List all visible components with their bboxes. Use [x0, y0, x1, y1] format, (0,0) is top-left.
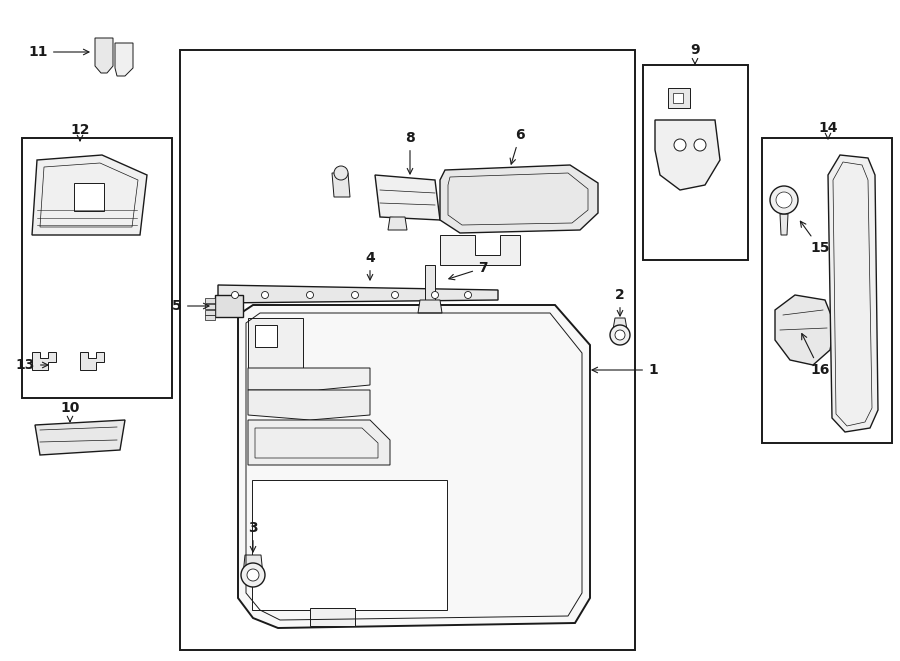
Text: 10: 10 — [60, 401, 80, 422]
Text: 2: 2 — [615, 288, 625, 316]
Bar — [252, 480, 447, 610]
Circle shape — [776, 192, 792, 208]
Polygon shape — [775, 295, 835, 365]
Polygon shape — [248, 390, 370, 420]
Circle shape — [262, 292, 268, 299]
Polygon shape — [35, 420, 125, 455]
Bar — [255, 325, 277, 347]
Bar — [74, 183, 104, 211]
Polygon shape — [205, 298, 215, 303]
Polygon shape — [238, 305, 590, 628]
Polygon shape — [375, 175, 440, 220]
Polygon shape — [243, 555, 263, 575]
Text: 4: 4 — [365, 251, 375, 280]
Polygon shape — [32, 155, 147, 235]
Text: 6: 6 — [510, 128, 525, 164]
Circle shape — [674, 139, 686, 151]
Polygon shape — [95, 38, 113, 73]
Circle shape — [307, 292, 313, 299]
Polygon shape — [655, 120, 720, 190]
Text: 8: 8 — [405, 131, 415, 174]
Text: 16: 16 — [802, 334, 830, 377]
Polygon shape — [248, 368, 370, 390]
Circle shape — [392, 292, 399, 299]
Bar — [310, 608, 355, 626]
Circle shape — [431, 292, 438, 299]
Bar — [248, 318, 303, 373]
Text: 1: 1 — [592, 363, 658, 377]
Bar — [22, 138, 172, 398]
Circle shape — [352, 292, 358, 299]
Text: 14: 14 — [818, 121, 838, 139]
Polygon shape — [80, 352, 104, 370]
Circle shape — [770, 186, 798, 214]
Text: 12: 12 — [70, 123, 90, 141]
Polygon shape — [215, 295, 243, 317]
Circle shape — [247, 569, 259, 581]
Text: 9: 9 — [690, 43, 700, 64]
Polygon shape — [205, 315, 215, 320]
Polygon shape — [32, 352, 56, 370]
Circle shape — [241, 563, 265, 587]
Bar — [762, 138, 892, 443]
Bar — [668, 88, 690, 108]
Circle shape — [610, 325, 630, 345]
Polygon shape — [440, 165, 598, 233]
Text: 3: 3 — [248, 521, 257, 552]
Circle shape — [231, 292, 239, 299]
Circle shape — [694, 139, 706, 151]
Bar — [643, 65, 748, 260]
Polygon shape — [780, 214, 788, 235]
Polygon shape — [612, 318, 628, 335]
Circle shape — [615, 330, 625, 340]
Text: 5: 5 — [172, 299, 209, 313]
Text: 13: 13 — [15, 358, 48, 372]
Polygon shape — [248, 420, 390, 465]
Bar — [673, 93, 683, 103]
Polygon shape — [218, 285, 498, 303]
Text: 7: 7 — [449, 261, 488, 280]
Polygon shape — [205, 304, 215, 309]
Polygon shape — [418, 300, 442, 313]
Circle shape — [334, 166, 348, 180]
Text: 11: 11 — [29, 45, 89, 59]
Circle shape — [464, 292, 472, 299]
Polygon shape — [115, 43, 133, 76]
Bar — [180, 50, 635, 650]
Polygon shape — [332, 173, 350, 197]
Polygon shape — [388, 217, 407, 230]
Polygon shape — [828, 155, 878, 432]
Polygon shape — [440, 235, 520, 265]
Text: 15: 15 — [800, 221, 830, 255]
Polygon shape — [425, 265, 435, 300]
Polygon shape — [205, 310, 215, 315]
